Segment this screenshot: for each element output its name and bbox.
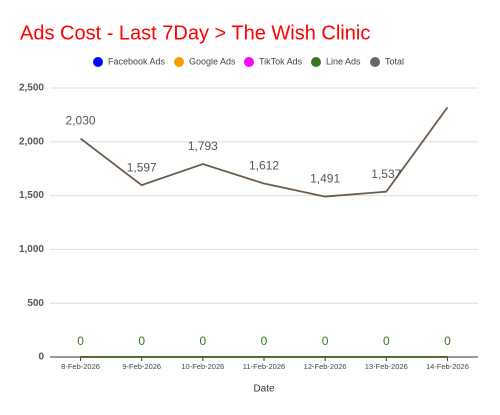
legend-label: TikTok Ads xyxy=(259,56,303,66)
legend-swatch xyxy=(370,57,380,67)
legend-swatch xyxy=(93,57,103,67)
data-label: 0 xyxy=(138,334,145,348)
x-tick-label: 9-Feb-2026 xyxy=(122,362,161,371)
x-tick-label: 12-Feb-2026 xyxy=(304,362,347,371)
data-label: 0 xyxy=(322,334,329,348)
data-label: 1,612 xyxy=(249,159,279,173)
data-label: 0 xyxy=(200,334,207,348)
legend-swatch xyxy=(244,57,254,67)
y-tick-label: 2,000 xyxy=(19,136,44,147)
y-tick-label: 500 xyxy=(27,298,44,309)
data-label: 1,491 xyxy=(310,172,340,186)
x-tick-label: 13-Feb-2026 xyxy=(365,362,408,371)
data-label: 0 xyxy=(261,334,268,348)
chart-title: Ads Cost - Last 7Day > The Wish Clinic xyxy=(20,22,370,44)
legend-label: Line Ads xyxy=(326,56,361,66)
legend-label: Google Ads xyxy=(189,56,236,66)
data-label: 1,793 xyxy=(188,139,218,153)
legend-swatch xyxy=(174,57,184,67)
x-tick-label: 10-Feb-2026 xyxy=(181,362,224,371)
x-tick-label: 8-Feb-2026 xyxy=(61,362,100,371)
series-line xyxy=(80,106,449,198)
y-tick-label: 2,500 xyxy=(19,83,44,94)
data-label: 0 xyxy=(77,334,84,348)
data-label: 2,030 xyxy=(66,114,96,128)
legend-label: Total xyxy=(385,56,404,66)
legend-label: Facebook Ads xyxy=(108,56,166,66)
x-tick-label: 14-Feb-2026 xyxy=(426,362,469,371)
y-tick-label: 1,500 xyxy=(19,190,44,201)
x-tick-label: 11-Feb-2026 xyxy=(243,362,285,371)
data-label: 1,537 xyxy=(371,167,401,181)
x-axis-title: Date xyxy=(253,384,275,395)
data-label: 0 xyxy=(383,334,390,348)
y-tick-label: 0 xyxy=(38,352,44,363)
y-tick-label: 1,000 xyxy=(19,244,44,255)
legend-swatch xyxy=(311,57,321,67)
data-label: 0 xyxy=(444,334,451,348)
data-label: 1,597 xyxy=(127,160,157,174)
